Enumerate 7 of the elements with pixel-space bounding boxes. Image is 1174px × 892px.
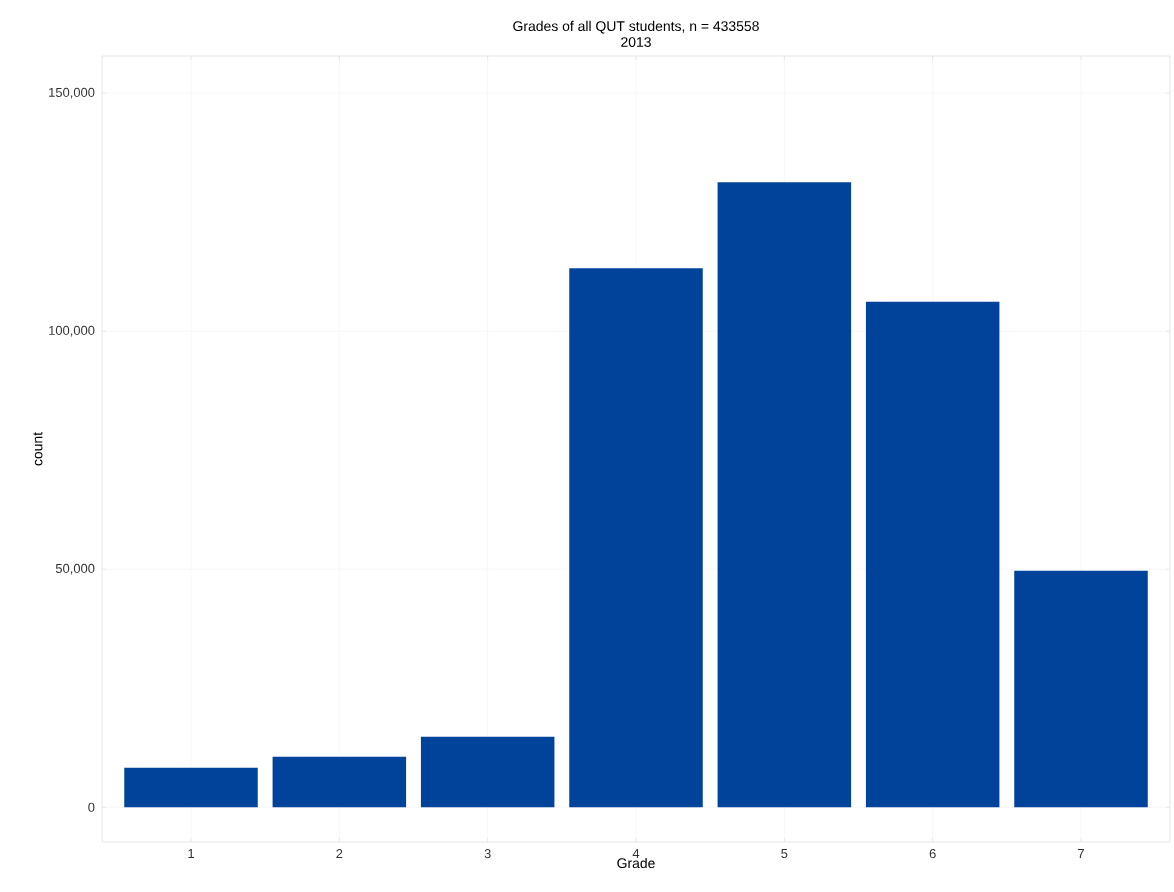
- bar: [420, 736, 555, 808]
- bar: [272, 756, 407, 808]
- bar: [124, 767, 258, 808]
- bar: [1014, 570, 1148, 808]
- bar: [569, 268, 703, 808]
- bar: [717, 182, 852, 808]
- bar: [865, 301, 1000, 808]
